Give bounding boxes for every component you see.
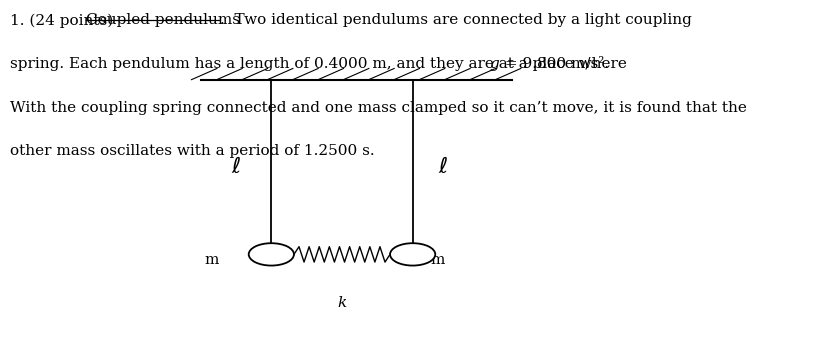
Circle shape xyxy=(248,243,293,266)
Text: other mass oscillates with a period of 1.2500 s.: other mass oscillates with a period of 1… xyxy=(10,144,374,158)
Text: 1. (24 points): 1. (24 points) xyxy=(10,13,118,28)
Text: = 9.800 m/s².: = 9.800 m/s². xyxy=(499,57,608,71)
Text: m: m xyxy=(204,253,218,267)
Text: k: k xyxy=(337,296,346,310)
Text: .  Two identical pendulums are connected by a light coupling: . Two identical pendulums are connected … xyxy=(220,13,691,27)
Text: g: g xyxy=(489,57,499,71)
Text: $\ell$: $\ell$ xyxy=(231,157,241,177)
Text: Coupled pendulums: Coupled pendulums xyxy=(86,13,240,27)
Text: $\ell$: $\ell$ xyxy=(437,157,448,177)
Circle shape xyxy=(390,243,435,266)
Text: With the coupling spring connected and one mass clamped so it can’t move, it is : With the coupling spring connected and o… xyxy=(10,100,746,115)
Text: m: m xyxy=(430,253,444,267)
Text: spring. Each pendulum has a length of 0.4000 m, and they are at a place where: spring. Each pendulum has a length of 0.… xyxy=(10,57,636,71)
